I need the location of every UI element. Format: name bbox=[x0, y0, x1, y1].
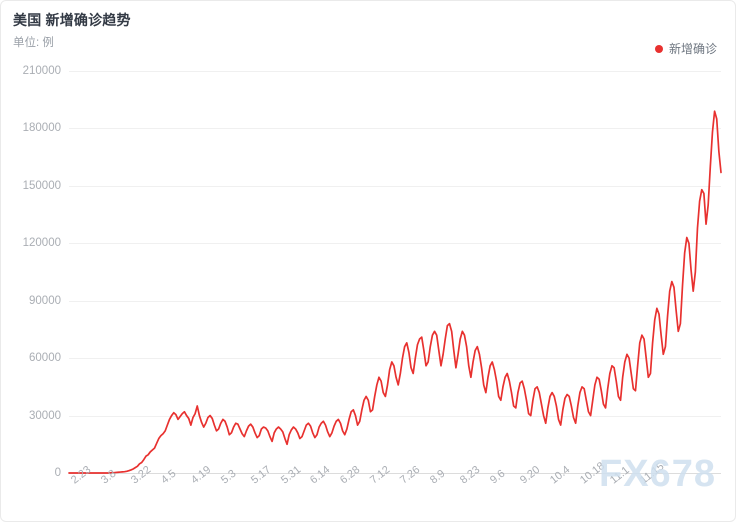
y-axis-tick-label: 60000 bbox=[29, 352, 61, 365]
y-axis-tick-label: 90000 bbox=[29, 294, 61, 307]
gridline bbox=[69, 415, 721, 417]
page-title: 美国 新增确诊趋势 bbox=[13, 12, 131, 28]
y-axis-tick-label: 210000 bbox=[22, 65, 61, 77]
gridline bbox=[69, 243, 721, 245]
x-axis-line bbox=[69, 473, 721, 474]
y-axis-tick-label: 0 bbox=[54, 467, 61, 479]
series-line-新增确诊 bbox=[68, 110, 722, 474]
y-axis-tick-label: 180000 bbox=[22, 122, 61, 135]
chart-unit-subtitle: 单位: 例 bbox=[13, 37, 54, 49]
gridline bbox=[69, 71, 721, 72]
y-axis-tick-label: 150000 bbox=[22, 179, 61, 192]
legend-label: 新增确诊 bbox=[668, 42, 717, 56]
chart-legend[interactable]: 新增确诊 bbox=[654, 40, 717, 57]
y-axis-tick-label: 120000 bbox=[22, 237, 61, 250]
plot-area: 0 30000 60000 90000 120000 150000 180000 210000 bbox=[23, 65, 722, 479]
gridline bbox=[69, 185, 721, 187]
line-series-svg bbox=[68, 110, 722, 474]
legend-dot-icon bbox=[654, 44, 663, 53]
x-axis-labels: 2.23 3.8 3.22 4.5 4.19 5.3 5.17 5.31 6.14 6.28 7.1… bbox=[69, 460, 721, 521]
gridline bbox=[69, 300, 721, 302]
y-axis-tick-label: 30000 bbox=[29, 409, 61, 422]
gridline bbox=[69, 358, 721, 360]
gridline bbox=[69, 128, 721, 130]
